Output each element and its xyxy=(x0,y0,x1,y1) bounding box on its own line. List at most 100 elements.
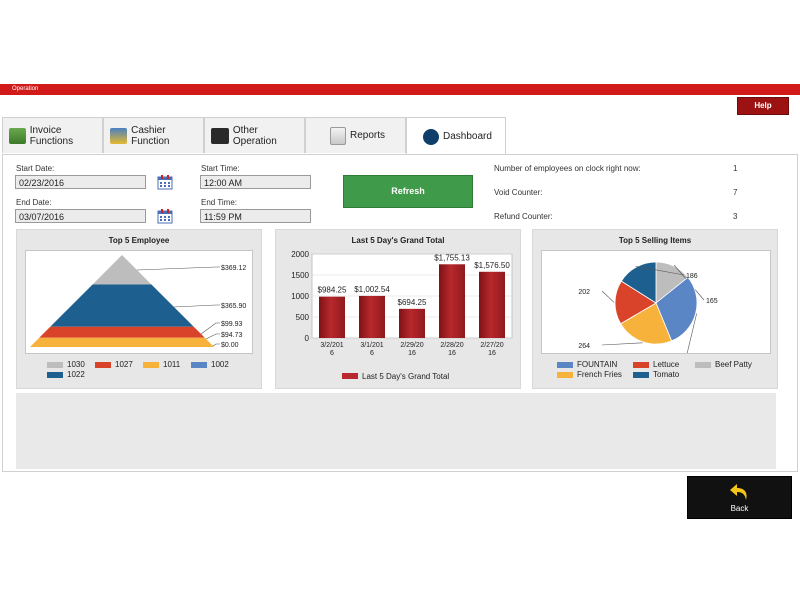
pie-legend-item-tomato: Tomato xyxy=(633,370,679,379)
bar-chart: 0500100015002000$984.253/2/2016$1,002.54… xyxy=(276,230,520,388)
end-date-calendar-icon[interactable] xyxy=(157,208,173,224)
back-label: Back xyxy=(688,504,791,513)
void-counter-label: Void Counter: xyxy=(494,188,542,197)
legend-swatch xyxy=(47,372,63,378)
pyramid-leader-line xyxy=(206,334,220,339)
pyramid-segment-1027 xyxy=(39,327,205,338)
legend-label: Tomato xyxy=(653,370,679,379)
top-employee-title: Top 5 Employee xyxy=(17,236,261,245)
legend-swatch xyxy=(47,362,63,368)
grand-total-panel: Last 5 Day's Grand Total 0 500 1000 1500 200… xyxy=(275,229,521,389)
window-title: Operation xyxy=(12,84,38,95)
top-selling-plot: 165343264202186 xyxy=(541,250,771,354)
pie-legend-item-beef-patty: Beef Patty xyxy=(695,360,752,369)
legend-swatch xyxy=(557,362,573,368)
top-employee-panel: Top 5 Employee $369.12 $365.90 $99.93 $94.7… xyxy=(16,229,262,389)
legend-label: 1011 xyxy=(163,360,180,369)
refund-counter-label: Refund Counter: xyxy=(494,212,553,221)
start-date-field[interactable]: 02/23/2016 xyxy=(15,175,146,189)
bar-x-tick-label: 3/1/201 xyxy=(360,342,383,349)
bar-2/27/2016 xyxy=(479,272,505,338)
bar-value-label: $984.25 xyxy=(318,286,347,295)
end-time-field[interactable]: 11:59 PM xyxy=(200,209,311,223)
pie-legend-item-fountain: FOUNTAIN xyxy=(557,360,617,369)
pyramid-leader-line xyxy=(137,267,220,270)
start-date-calendar-icon[interactable] xyxy=(157,174,173,190)
top-selling-title: Top 5 Selling Items xyxy=(533,236,777,245)
help-button[interactable]: Help xyxy=(737,97,789,115)
bar-x-tick-label: 16 xyxy=(488,350,496,357)
start-date-label: Start Date: xyxy=(16,164,54,173)
back-button[interactable]: Back xyxy=(687,476,792,519)
bar-y-tick-label: 2000 xyxy=(291,250,309,259)
pie-value-label: 264 xyxy=(578,343,590,350)
pyramid-leader-line xyxy=(174,305,220,307)
employees-on-clock-value: 1 xyxy=(733,164,737,173)
end-time-label: End Time: xyxy=(201,198,237,207)
other-operation-icon xyxy=(211,128,229,144)
pie-legend-item-french-fries: French Fries xyxy=(557,370,622,379)
pyramid-legend-item-1002: 1002 xyxy=(191,360,229,369)
pyramid-leader-line xyxy=(201,323,220,334)
legend-swatch xyxy=(633,372,649,378)
bar-y-tick-label: 0 xyxy=(305,334,310,343)
invoice-icon xyxy=(9,128,26,144)
legend-swatch xyxy=(633,362,649,368)
pyramid-segment-1022 xyxy=(50,284,194,326)
bar-y-tick-label: 1000 xyxy=(291,292,309,301)
bar-2/28/2016 xyxy=(439,264,465,338)
empty-dashboard-area xyxy=(16,393,776,469)
bar-y-tick-label: 1500 xyxy=(291,271,309,280)
legend-label: FOUNTAIN xyxy=(577,360,617,369)
start-time-label: Start Time: xyxy=(201,164,240,173)
pyramid-legend-item-1022: 1022 xyxy=(47,370,85,379)
bar-x-tick-label: 16 xyxy=(408,350,416,357)
start-time-field[interactable]: 12:00 AM xyxy=(200,175,311,189)
bar-x-tick-label: 2/27/20 xyxy=(480,342,503,349)
pie-legend-item-lettuce: Lettuce xyxy=(633,360,679,369)
legend-label: 1030 xyxy=(67,360,85,369)
refresh-button[interactable]: Refresh xyxy=(343,175,473,208)
refund-counter-value: 3 xyxy=(733,212,737,221)
pie-chart: 165343264202186 xyxy=(542,251,770,353)
pyramid-value-label: $0.00 xyxy=(221,342,239,349)
pyramid-leader-line xyxy=(213,344,220,346)
bar-x-tick-label: 2/28/20 xyxy=(440,342,463,349)
legend-swatch xyxy=(191,362,207,368)
bar-y-tick-label: 500 xyxy=(296,313,310,322)
legend-swatch xyxy=(557,372,573,378)
reports-icon xyxy=(330,127,346,145)
bar-legend-swatch xyxy=(342,373,358,379)
bar-x-tick-label: 6 xyxy=(370,350,374,357)
tab-invoice-functions[interactable]: Invoice Functions xyxy=(2,117,103,153)
legend-swatch xyxy=(695,362,711,368)
tab-other-operation[interactable]: Other Operation xyxy=(204,117,305,153)
employees-on-clock-label: Number of employees on clock right now: xyxy=(494,164,641,173)
tab-cashier-function[interactable]: Cashier Function xyxy=(103,117,204,153)
legend-swatch xyxy=(95,362,111,368)
pie-value-label: 202 xyxy=(578,289,590,296)
bar-x-tick-label: 16 xyxy=(448,350,456,357)
tab-reports[interactable]: Reports xyxy=(305,117,406,153)
pie-leader-line xyxy=(602,291,614,302)
legend-label: 1002 xyxy=(211,360,229,369)
tab-dashboard[interactable]: Dashboard xyxy=(406,117,506,155)
bar-value-label: $694.25 xyxy=(398,298,427,307)
end-date-field[interactable]: 03/07/2016 xyxy=(15,209,146,223)
dashboard-icon xyxy=(423,129,439,145)
legend-label: French Fries xyxy=(577,370,622,379)
bar-x-tick-label: 2/29/20 xyxy=(400,342,423,349)
cashier-icon xyxy=(110,128,127,144)
bar-x-tick-label: 3/2/201 xyxy=(320,342,343,349)
pyramid-value-label: $94.73 xyxy=(221,332,243,339)
bar-3/2/2016 xyxy=(319,297,345,338)
pyramid-value-label: $369.12 xyxy=(221,265,246,272)
pyramid-chart: $369.12 $365.90 $99.93 $94.73 $0.00 xyxy=(26,251,252,353)
legend-label: 1022 xyxy=(67,370,85,379)
tab-label: Cashier Function xyxy=(131,125,203,147)
legend-label: Lettuce xyxy=(653,360,679,369)
bar-3/1/2016 xyxy=(359,296,385,338)
legend-label: 1027 xyxy=(115,360,133,369)
bar-legend-label: Last 5 Day's Grand Total xyxy=(362,372,449,381)
void-counter-value: 7 xyxy=(733,188,737,197)
